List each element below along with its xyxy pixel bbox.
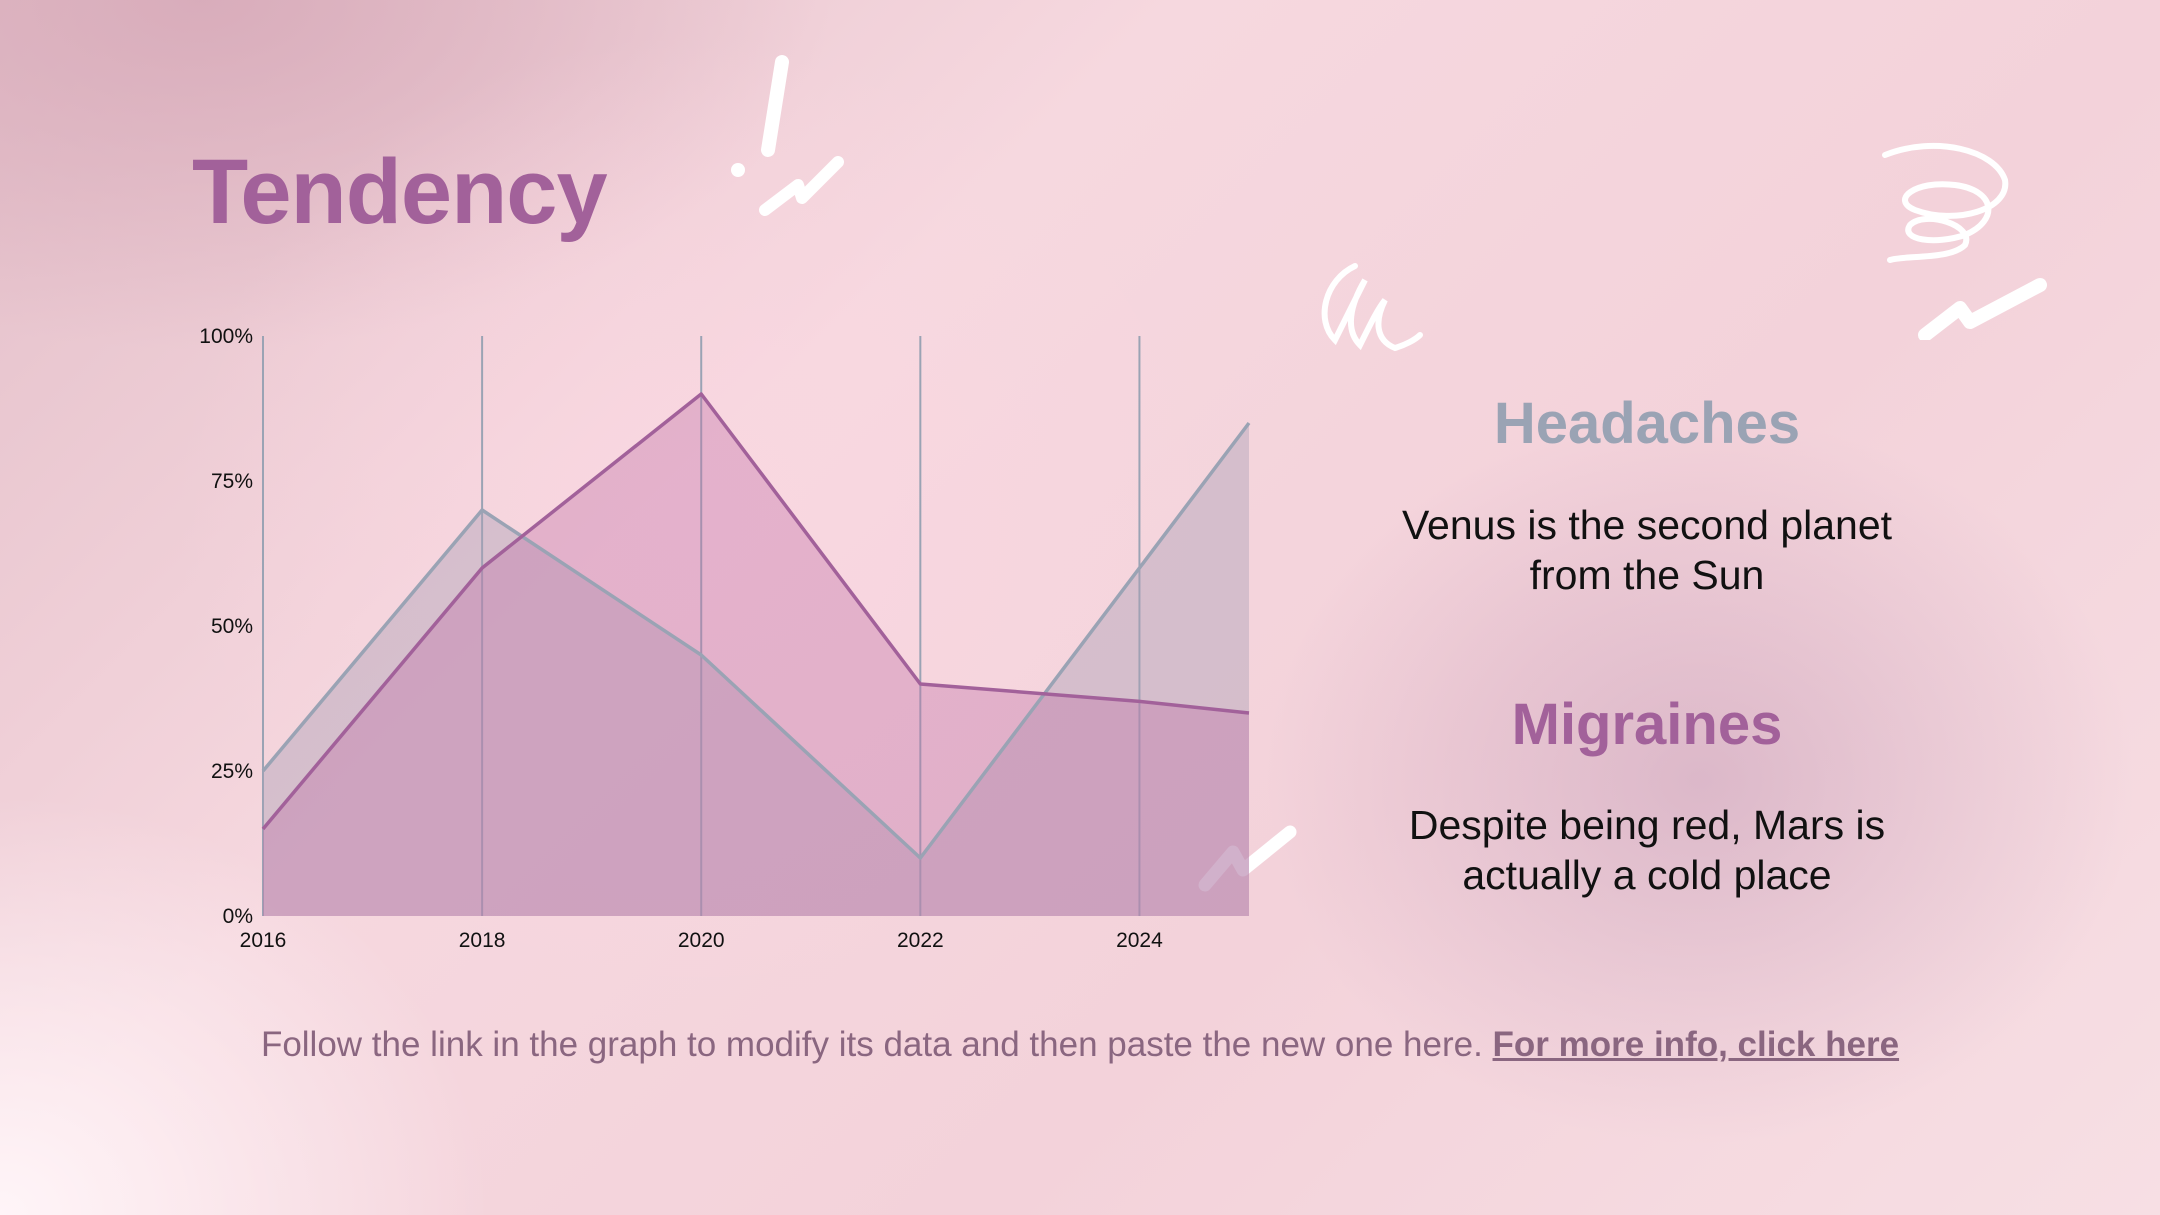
y-tick-label: 0% [223, 905, 253, 928]
x-tick-label: 2024 [1116, 929, 1163, 952]
x-tick-label: 2022 [897, 929, 944, 952]
footer-note: Follow the link in the graph to modify i… [0, 1025, 2160, 1065]
y-tick-label: 50% [211, 615, 253, 638]
migraines-line [261, 392, 1250, 831]
x-tick-label: 2018 [459, 929, 506, 952]
y-tick-label: 100% [199, 325, 253, 348]
page-title: Tendency [192, 141, 608, 243]
migraines-line-1: Despite being red, Mars is [1408, 802, 1886, 848]
migraines-line-2: actually a cold place [1462, 852, 1832, 898]
footer-text: Follow the link in the graph to modify i… [260, 1025, 1483, 1064]
headaches-line [261, 421, 1251, 860]
headaches-line-2: from the Sun [1529, 552, 1765, 598]
area-chart: 2016 2018 2020 2022 2024 0% 25% 50% 75% 100% [199, 325, 1251, 952]
migraines-heading: Migraines [1511, 692, 1783, 757]
swirl-doodle-icon [1321, 263, 1423, 352]
headaches-description: Venus is the second planet from the Sun [1297, 500, 1997, 600]
headaches-heading: Headaches [1493, 391, 1801, 456]
migraines-description: Despite being red, Mars is actually a co… [1297, 800, 1997, 900]
more-info-link[interactable]: For more info, click here [1492, 1025, 1900, 1064]
scribble-doodle-icon [1882, 142, 2047, 340]
headaches-line-1: Venus is the second planet [1401, 502, 1893, 548]
x-tick-label: 2016 [240, 929, 287, 952]
exclamation-doodle-icon [731, 55, 844, 216]
y-tick-label: 25% [211, 760, 253, 783]
zigzag-doodle-icon [1198, 825, 1297, 892]
migraines-area [263, 394, 1249, 916]
x-tick-label: 2020 [678, 929, 725, 952]
y-tick-label: 75% [211, 470, 253, 493]
